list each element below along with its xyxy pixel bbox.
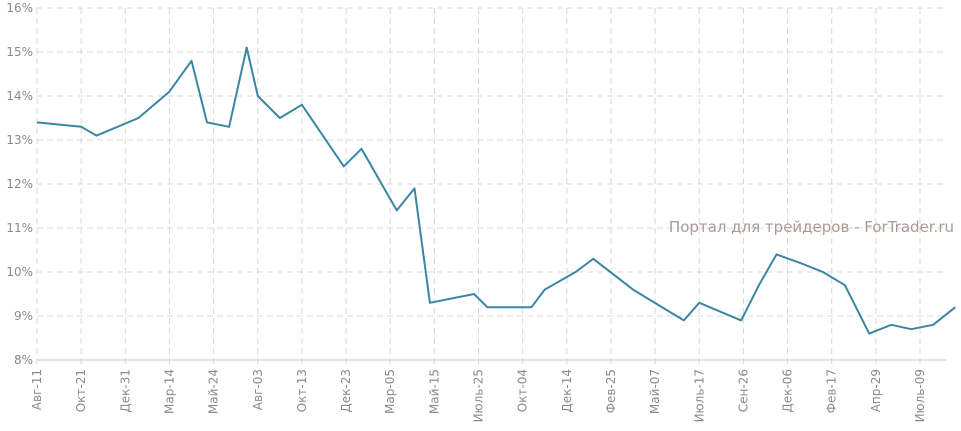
data-point bbox=[739, 318, 743, 322]
x-tick-label: Дек-23 bbox=[339, 369, 353, 413]
y-tick-label: 11% bbox=[6, 221, 33, 235]
y-tick-label: 14% bbox=[6, 89, 33, 103]
x-tick-label: Мар-05 bbox=[383, 369, 397, 414]
data-point bbox=[227, 125, 231, 129]
data-point bbox=[697, 301, 701, 305]
y-tick-label: 16% bbox=[6, 1, 33, 15]
x-tick-label: Июль-25 bbox=[472, 369, 486, 422]
x-tick-label: Июль-17 bbox=[692, 369, 706, 422]
data-point bbox=[360, 147, 364, 151]
data-point bbox=[889, 323, 893, 327]
x-tick-label: Окт-13 bbox=[295, 369, 309, 412]
x-tick-label: Май-15 bbox=[427, 369, 441, 414]
data-point bbox=[631, 288, 635, 292]
data-point bbox=[953, 305, 957, 309]
x-tick-label: Дек-31 bbox=[118, 369, 132, 413]
data-point bbox=[530, 305, 534, 309]
y-tick-label: 10% bbox=[6, 265, 33, 279]
x-tick-label: Фев-17 bbox=[825, 369, 839, 413]
data-point bbox=[300, 103, 304, 107]
data-point bbox=[799, 261, 803, 265]
data-point bbox=[543, 288, 547, 292]
y-tick-label: 13% bbox=[6, 133, 33, 147]
x-tick-label: Окт-21 bbox=[74, 369, 88, 412]
y-tick-label: 9% bbox=[14, 309, 33, 323]
x-tick-label: Май-24 bbox=[207, 369, 221, 414]
x-tick-label: Окт-04 bbox=[516, 369, 530, 412]
data-point bbox=[843, 283, 847, 287]
data-point bbox=[95, 134, 99, 138]
data-point bbox=[190, 59, 194, 63]
data-point bbox=[428, 301, 432, 305]
data-point bbox=[245, 46, 249, 50]
data-point bbox=[35, 120, 39, 124]
data-point bbox=[137, 116, 141, 120]
data-point bbox=[574, 270, 578, 274]
x-tick-label: Дек-14 bbox=[560, 369, 574, 413]
data-point bbox=[395, 208, 399, 212]
data-point bbox=[256, 94, 260, 98]
y-tick-label: 12% bbox=[6, 177, 33, 191]
x-tick-label: Мар-14 bbox=[162, 369, 176, 414]
x-tick-label: Авг-03 bbox=[251, 369, 265, 410]
data-point bbox=[821, 270, 825, 274]
data-point bbox=[413, 186, 417, 190]
data-point bbox=[867, 332, 871, 336]
data-point bbox=[485, 305, 489, 309]
x-tick-label: Сен-26 bbox=[736, 369, 750, 412]
data-point bbox=[682, 318, 686, 322]
watermark-text: Портал для трейдеров - ForTrader.ru bbox=[669, 218, 954, 236]
data-point bbox=[591, 257, 595, 261]
y-tick-label: 15% bbox=[6, 45, 33, 59]
data-point bbox=[342, 164, 346, 168]
data-point bbox=[775, 252, 779, 256]
grid-layer bbox=[36, 7, 946, 365]
data-point bbox=[472, 292, 476, 296]
x-tick-label: Июль-09 bbox=[913, 369, 927, 422]
x-tick-label: Дек-06 bbox=[781, 369, 795, 413]
data-point bbox=[757, 283, 761, 287]
y-axis-ticks: 8% 9% 10% 11% 12% 13% 14% 15% 16% bbox=[6, 1, 33, 367]
x-tick-label: Фев-25 bbox=[604, 369, 618, 413]
data-point bbox=[909, 327, 913, 331]
series-layer bbox=[35, 46, 957, 336]
x-tick-label: Апр-29 bbox=[869, 369, 883, 412]
series-line bbox=[36, 46, 956, 335]
x-axis-ticks: Авг-11 Окт-21 Дек-31 Мар-14 Май-24 Авг-03 Окт-… bbox=[30, 369, 927, 422]
x-tick-label: Май-07 bbox=[648, 369, 662, 414]
data-point bbox=[167, 90, 171, 94]
y-tick-label: 8% bbox=[14, 353, 33, 367]
data-point bbox=[278, 116, 282, 120]
x-tick-label: Авг-11 bbox=[30, 369, 44, 410]
data-point bbox=[205, 120, 209, 124]
data-point bbox=[79, 125, 83, 129]
data-point bbox=[931, 323, 935, 327]
